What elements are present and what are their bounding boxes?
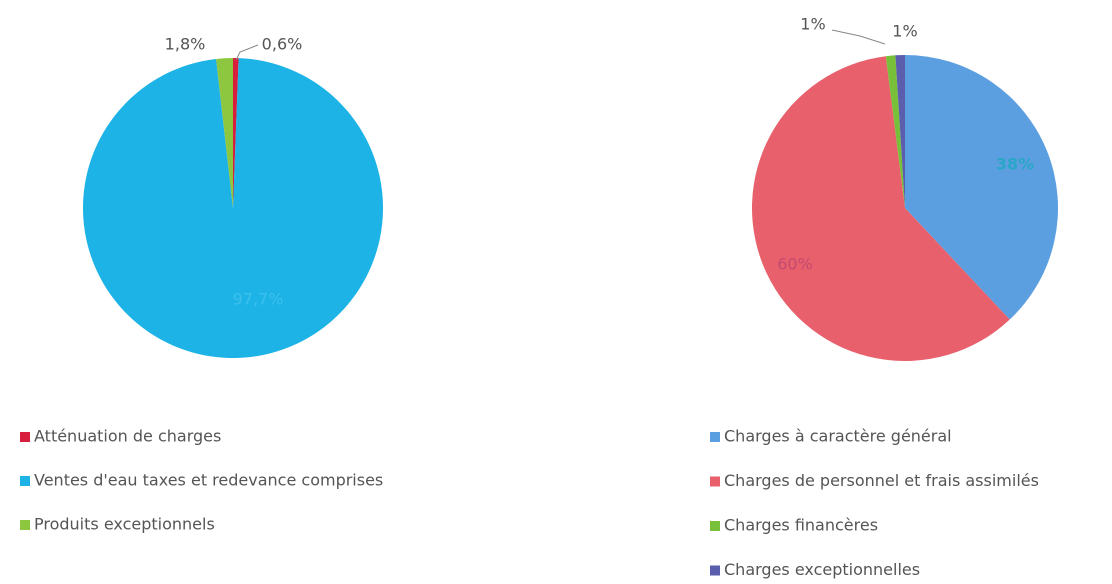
- pie-slice: [752, 56, 1010, 362]
- legend-swatch: [20, 476, 30, 486]
- data-label: 1%: [800, 15, 825, 34]
- legend-swatch: [710, 565, 720, 576]
- data-label: 38%: [996, 155, 1034, 174]
- data-label: 1,8%: [165, 35, 206, 54]
- legend-swatch: [20, 520, 30, 530]
- legend-swatch: [710, 476, 720, 487]
- pie-slice: [905, 55, 1058, 320]
- pie-slice: [233, 58, 239, 208]
- legend-label: Atténuation de charges: [34, 427, 221, 446]
- legend-label: Charges à caractère général: [724, 427, 952, 446]
- pie-slice: [216, 58, 233, 208]
- data-label: 1%: [892, 22, 917, 41]
- legend-label: Ventes d'eau taxes et redevance comprise…: [34, 471, 383, 490]
- legend-label: Charges financères: [724, 516, 878, 535]
- pie-slice: [885, 55, 905, 208]
- leader-line: [831, 29, 886, 45]
- legend-label: Charges exceptionnelles: [724, 560, 920, 579]
- pie-slice: [895, 55, 905, 208]
- data-label: 97,7%: [233, 290, 284, 309]
- legend-swatch: [710, 521, 720, 531]
- pie-slice: [83, 58, 383, 359]
- legend-swatch: [20, 432, 30, 442]
- data-label: 60%: [777, 255, 813, 274]
- legend-label: Produits exceptionnels: [34, 515, 215, 534]
- legend-swatch: [710, 432, 720, 442]
- leader-line: [235, 44, 259, 61]
- data-label: 0,6%: [262, 35, 303, 54]
- legend-label: Charges de personnel et frais assimilés: [724, 471, 1039, 490]
